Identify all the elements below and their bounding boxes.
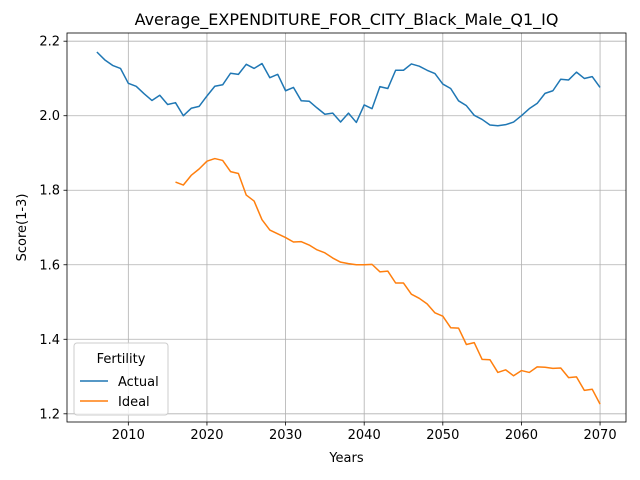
chart-title: Average_EXPENDITURE_FOR_CITY_Black_Male_… <box>135 10 559 30</box>
plot-frame <box>66 32 627 423</box>
x-tick-label: 2040 <box>348 428 381 443</box>
x-tick-label: 2060 <box>505 428 538 443</box>
y-tick-label: 2.0 <box>39 109 60 124</box>
legend-title: Fertility <box>97 352 146 367</box>
series-line-actual <box>96 51 601 127</box>
axis-ticks: 2010 2020 2030 2040 2050 2060 2070 1.2 1.4 1.6 1.8… <box>39 35 616 443</box>
legend-box <box>73 342 169 416</box>
y-tick-label: 1.6 <box>39 258 60 273</box>
x-tick-label: 2070 <box>584 428 617 443</box>
legend-label-ideal: Ideal <box>118 395 150 410</box>
legend: Fertility Actual Ideal <box>73 342 169 416</box>
legend-label-actual: Actual <box>118 375 159 390</box>
x-tick-label: 2030 <box>269 428 302 443</box>
x-tick-label: 2010 <box>112 428 145 443</box>
x-tick-label: 2020 <box>190 428 223 443</box>
x-axis-label: Years <box>328 451 364 466</box>
y-tick-label: 2.2 <box>39 35 60 50</box>
series-lines <box>96 51 601 405</box>
y-axis-label: Score(1-3) <box>15 194 30 262</box>
x-tick-label: 2050 <box>426 428 459 443</box>
y-tick-label: 1.4 <box>39 333 60 348</box>
y-tick-label: 1.2 <box>39 407 60 422</box>
y-tick-label: 1.8 <box>39 184 60 199</box>
series-line-ideal <box>175 157 601 405</box>
